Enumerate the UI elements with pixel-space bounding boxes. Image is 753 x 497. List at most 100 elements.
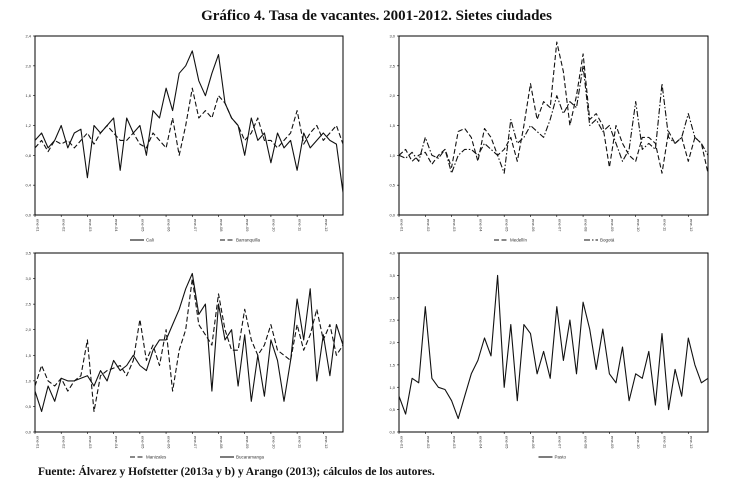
y-tick-label: 1,0: [389, 385, 395, 390]
x-tick-label: ene-07: [557, 436, 562, 449]
x-tick-label: ene-06: [167, 436, 172, 449]
x-tick-label: ene-02: [426, 219, 431, 232]
y-tick-label: 2,5: [389, 318, 395, 323]
x-tick-label: ene-05: [140, 219, 145, 232]
x-tick-label: ene-02: [426, 436, 431, 449]
x-tick-label: ene-07: [557, 219, 562, 232]
x-tick-label: ene-09: [610, 436, 615, 449]
x-tick-label: ene-01: [400, 219, 405, 232]
x-tick-label: ene-10: [271, 219, 276, 232]
y-tick-label: 0,5: [25, 404, 31, 409]
x-tick-label: ene-07: [193, 219, 198, 232]
y-tick-label: 0,8: [25, 153, 31, 158]
x-tick-label: ene-06: [531, 436, 536, 449]
x-tick-label: ene-08: [584, 436, 589, 449]
y-tick-label: 2,0: [25, 327, 31, 332]
x-tick-label: ene-10: [636, 219, 641, 232]
y-tick-label: 1,2: [25, 123, 31, 128]
plot-frame: [398, 35, 709, 216]
y-tick-label: 2,4: [25, 34, 31, 39]
x-tick-label: ene-11: [662, 219, 667, 232]
x-tick-label: ene-09: [610, 219, 615, 232]
y-tick-label: 0,0: [25, 430, 31, 435]
y-tick-label: 3,5: [25, 251, 31, 256]
legend-label: Bucaramanga: [236, 455, 265, 460]
y-tick-label: 1,0: [389, 153, 395, 158]
source-note: Fuente: Álvarez y Hofstetter (2013a y b)…: [38, 466, 435, 478]
y-tick-label: 3,0: [389, 295, 395, 300]
x-tick-label: ene-02: [62, 219, 67, 232]
x-tick-label: ene-12: [324, 219, 329, 232]
x-tick-label: ene-01: [36, 436, 41, 449]
x-tick-label: ene-11: [298, 436, 303, 449]
y-tick-label: 2,0: [25, 63, 31, 68]
legend-label: Cali: [146, 238, 154, 243]
x-tick-label: ene-10: [636, 436, 641, 449]
y-tick-label: 2,0: [389, 93, 395, 98]
y-tick-label: 1,5: [25, 353, 31, 358]
x-tick-label: ene-07: [193, 436, 198, 449]
y-tick-label: 3,5: [389, 273, 395, 278]
x-tick-label: ene-10: [271, 436, 276, 449]
y-tick-label: 0,5: [389, 407, 395, 412]
x-tick-label: ene-12: [324, 436, 329, 449]
legend-label: Medellín: [510, 238, 528, 243]
x-tick-label: ene-06: [167, 219, 172, 232]
x-tick-label: ene-04: [114, 436, 119, 449]
x-tick-label: ene-08: [584, 219, 589, 232]
x-tick-label: ene-03: [88, 219, 93, 232]
x-tick-label: ene-04: [478, 436, 483, 449]
y-tick-label: 1,0: [25, 378, 31, 383]
y-tick-label: 1,5: [389, 123, 395, 128]
y-tick-label: 1,6: [25, 93, 31, 98]
x-tick-label: ene-05: [505, 219, 510, 232]
x-tick-label: ene-04: [478, 219, 483, 232]
chart-panel-2: 0,0 0,5 1,0 1,5 2,0 2,5 3,0 ene-01 ene-02 ene-03 e…: [389, 34, 709, 243]
legend-label: Pasto: [555, 455, 567, 460]
x-tick-label: ene-12: [689, 436, 694, 449]
x-tick-label: ene-06: [531, 219, 536, 232]
y-tick-label: 0,4: [25, 183, 31, 188]
x-tick-label: ene-09: [245, 436, 250, 449]
x-tick-label: ene-03: [452, 436, 457, 449]
y-tick-label: 3,0: [389, 34, 395, 39]
series-line-bogotá: [398, 65, 709, 174]
series-line-pasto: [398, 274, 709, 420]
x-tick-label: ene-03: [452, 219, 457, 232]
y-tick-label: 0,5: [389, 183, 395, 188]
x-tick-label: ene-05: [505, 436, 510, 449]
x-tick-label: ene-12: [689, 219, 694, 232]
series-line-bucaramanga: [34, 272, 344, 413]
y-tick-label: 3,0: [25, 276, 31, 281]
y-tick-label: 2,5: [389, 63, 395, 68]
x-tick-label: ene-08: [219, 219, 224, 232]
legend-label: Manizales: [146, 455, 167, 460]
y-tick-label: 0,0: [25, 213, 31, 218]
legend-label: Bogotá: [600, 238, 615, 243]
x-tick-label: ene-11: [662, 436, 667, 449]
x-tick-label: ene-09: [245, 219, 250, 232]
y-tick-label: 0,0: [389, 430, 395, 435]
x-tick-label: ene-03: [88, 436, 93, 449]
x-tick-label: ene-01: [36, 219, 41, 232]
y-tick-label: 1,5: [389, 362, 395, 367]
plot-frame: [34, 35, 344, 216]
series-line-barranquilla: [34, 87, 344, 156]
y-tick-label: 0,0: [389, 213, 395, 218]
x-tick-label: ene-01: [400, 436, 405, 449]
series-line-medellín: [398, 41, 709, 174]
series-line-cali: [34, 50, 344, 193]
y-tick-label: 4,0: [389, 251, 395, 256]
figure-title: Gráfico 4. Tasa de vacantes. 2001-2012. …: [201, 8, 552, 24]
chart-panel-4: 0,0 0,5 1,0 1,5 2,0 2,5 3,0 3,5 4,0 ene-01 ene-02 e…: [389, 251, 709, 460]
chart-panel-3: 0,0 0,5 1,0 1,5 2,0 2,5 3,0 3,5 ene-01 ene-02 ene-…: [25, 251, 344, 460]
chart-panel-1: 0,0 0,4 0,8 1,2 1,6 2,0 2,4 ene-01 ene-02 ene-03 e…: [25, 34, 344, 243]
y-tick-label: 2,0: [389, 340, 395, 345]
x-tick-label: ene-04: [114, 219, 119, 232]
plot-frame: [34, 252, 344, 433]
x-tick-label: ene-02: [62, 436, 67, 449]
x-tick-label: ene-05: [140, 436, 145, 449]
series-line-manizales: [34, 278, 344, 413]
x-tick-label: ene-08: [219, 436, 224, 449]
